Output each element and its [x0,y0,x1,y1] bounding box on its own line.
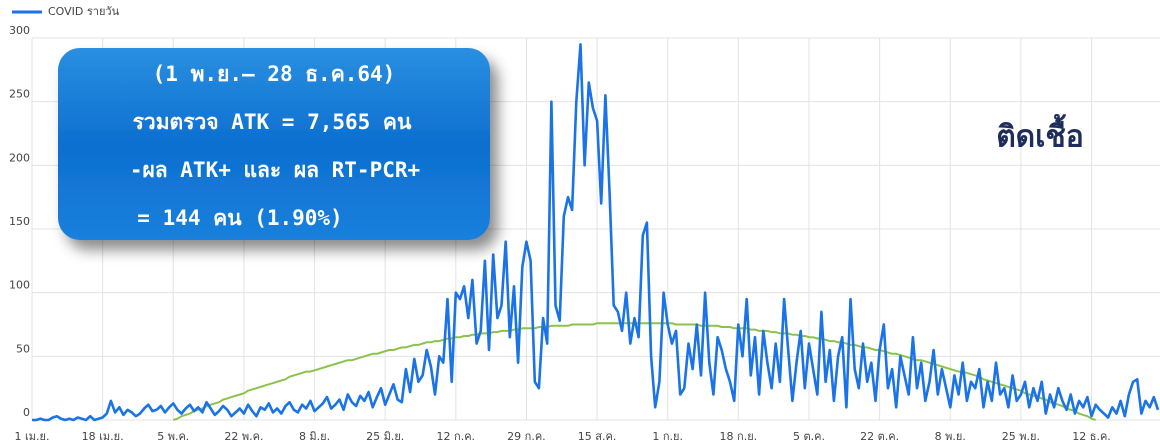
note-line: รวมตรวจ ATK = 7,565 คน [133,110,412,134]
data-line [32,43,1160,422]
x-tick-label: 18 เม.ย. [82,430,124,443]
note-line: = 144 คน (1.90%) [137,206,342,230]
x-tick-label: 22 พ.ค. [224,430,263,443]
x-tick-label: 5 พ.ค. [157,430,189,443]
x-tick-label: 1 เม.ย. [15,430,50,443]
annotation: ติดเชื้อ [996,114,1084,155]
y-tick-label: 150 [9,215,30,228]
y-tick-label: 200 [9,151,30,164]
x-tick-label: 18 ก.ย. [720,430,758,443]
x-tick-label: 29 ก.ค. [507,430,546,443]
x-tick-label: 1 ก.ย. [652,430,683,443]
legend-label: COVID รายวัน [48,5,120,18]
note-line: (1 พ.ย.– 28 ธ.ค.64) [153,62,396,86]
x-tick-label: 15 ส.ค. [578,430,617,443]
x-tick-label: 22 ต.ค. [860,430,899,443]
note-line: -ผล ATK+ และ ผล RT-PCR+ [130,158,420,182]
x-tick-label: 12 ธ.ค. [1072,430,1111,443]
x-tick-label: 25 พ.ย. [1002,430,1040,443]
x-tick-label: 12 ก.ค. [437,430,476,443]
y-tick-label: 0 [23,406,30,419]
y-tick-label: 300 [9,24,30,37]
y-tick-label: 250 [9,88,30,101]
x-tick-label: 8 มิ.ย. [299,430,330,443]
x-tick-label: 5 ต.ค. [793,430,825,443]
y-tick-label: 50 [16,342,30,355]
x-tick-label: 8 พ.ย. [935,430,966,443]
note-box [58,48,490,240]
x-tick-label: 25 มิ.ย. [366,430,404,443]
y-tick-label: 100 [9,279,30,292]
